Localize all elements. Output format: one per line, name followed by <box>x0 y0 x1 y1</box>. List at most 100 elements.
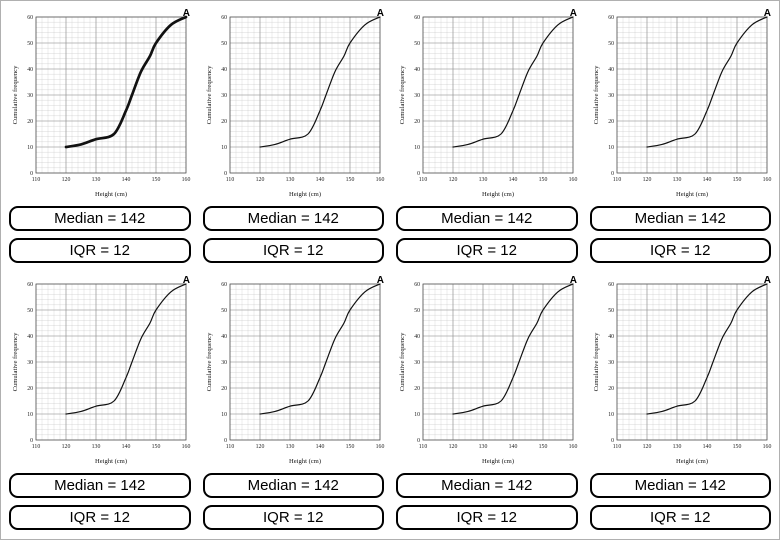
svg-text:140: 140 <box>702 177 711 183</box>
iqr-box: IQR = 12 <box>396 505 578 530</box>
svg-text:60: 60 <box>27 282 33 288</box>
svg-text:20: 20 <box>27 119 33 125</box>
iqr-label: IQR = 12 <box>69 509 130 526</box>
svg-text:10: 10 <box>27 145 33 151</box>
svg-text:60: 60 <box>27 15 33 21</box>
svg-text:0: 0 <box>611 438 614 444</box>
svg-text:40: 40 <box>221 334 227 340</box>
svg-text:50: 50 <box>608 41 614 47</box>
svg-text:120: 120 <box>255 177 264 183</box>
iqr-box: IQR = 12 <box>9 505 191 530</box>
svg-text:120: 120 <box>642 177 651 183</box>
svg-text:140: 140 <box>509 177 518 183</box>
svg-text:110: 110 <box>419 444 428 450</box>
svg-text:20: 20 <box>221 119 227 125</box>
median-box: Median = 142 <box>589 206 771 231</box>
svg-text:Height (cm): Height (cm) <box>482 458 514 465</box>
svg-text:50: 50 <box>27 41 33 47</box>
svg-text:0: 0 <box>611 171 614 177</box>
svg-text:10: 10 <box>414 145 420 151</box>
svg-text:10: 10 <box>27 412 33 418</box>
svg-text:40: 40 <box>221 67 227 73</box>
svg-text:20: 20 <box>221 386 227 392</box>
svg-text:0: 0 <box>224 171 227 177</box>
svg-text:130: 130 <box>92 444 101 450</box>
cumulative-frequency-chart: 110 120 130 140 150 160 0 10 20 30 40 50 60 Height (c… <box>399 8 577 198</box>
svg-text:150: 150 <box>345 177 354 183</box>
svg-text:40: 40 <box>414 334 420 340</box>
median-box: Median = 142 <box>202 473 384 498</box>
svg-text:30: 30 <box>27 360 33 366</box>
svg-text:Cumulative frequency: Cumulative frequency <box>12 65 19 124</box>
corner-label: A <box>570 8 577 19</box>
svg-text:0: 0 <box>224 438 227 444</box>
iqr-label: IQR = 12 <box>69 242 130 259</box>
chart-cell: 110 120 130 140 150 160 0 10 20 30 40 50 60 Height (c… <box>3 270 197 537</box>
svg-text:10: 10 <box>608 412 614 418</box>
svg-text:60: 60 <box>608 15 614 21</box>
svg-text:50: 50 <box>221 308 227 314</box>
iqr-box: IQR = 12 <box>202 505 384 530</box>
iqr-box: IQR = 12 <box>589 505 771 530</box>
cumulative-frequency-chart: 110 120 130 140 150 160 0 10 20 30 40 50 60 Height (c… <box>12 8 191 198</box>
svg-text:20: 20 <box>27 386 33 392</box>
cumulative-frequency-chart: 110 120 130 140 150 160 0 10 20 30 40 50 60 Height (c… <box>206 275 384 465</box>
chart-cell: 110 120 130 140 150 160 0 10 20 30 40 50 60 Height (c… <box>197 3 391 270</box>
svg-text:140: 140 <box>702 444 711 450</box>
svg-text:60: 60 <box>221 282 227 288</box>
svg-text:110: 110 <box>32 444 41 450</box>
svg-text:150: 150 <box>345 444 354 450</box>
svg-text:50: 50 <box>414 41 420 47</box>
svg-text:Height (cm): Height (cm) <box>95 191 127 198</box>
svg-text:60: 60 <box>608 282 614 288</box>
svg-text:40: 40 <box>27 334 33 340</box>
svg-text:160: 160 <box>375 177 384 183</box>
svg-text:Height (cm): Height (cm) <box>675 191 707 198</box>
svg-text:Height (cm): Height (cm) <box>288 191 320 198</box>
svg-text:160: 160 <box>762 177 771 183</box>
iqr-label: IQR = 12 <box>263 242 324 259</box>
chart-cell: 110 120 130 140 150 160 0 10 20 30 40 50 60 Height (c… <box>390 3 584 270</box>
svg-text:150: 150 <box>732 444 741 450</box>
svg-text:0: 0 <box>30 438 33 444</box>
cumulative-frequency-chart: 110 120 130 140 150 160 0 10 20 30 40 50 60 Height (c… <box>206 8 384 198</box>
svg-text:150: 150 <box>152 177 161 183</box>
median-label: Median = 142 <box>247 210 339 227</box>
median-box: Median = 142 <box>589 473 771 498</box>
svg-text:130: 130 <box>92 177 101 183</box>
svg-text:110: 110 <box>225 444 234 450</box>
iqr-box: IQR = 12 <box>202 238 384 263</box>
svg-text:Height (cm): Height (cm) <box>95 458 127 465</box>
svg-text:120: 120 <box>62 444 71 450</box>
svg-text:150: 150 <box>539 444 548 450</box>
svg-text:Cumulative frequency: Cumulative frequency <box>399 332 406 391</box>
svg-text:30: 30 <box>608 360 614 366</box>
svg-text:120: 120 <box>449 177 458 183</box>
median-box: Median = 142 <box>396 473 578 498</box>
svg-text:140: 140 <box>122 444 131 450</box>
iqr-label: IQR = 12 <box>456 509 517 526</box>
corner-label: A <box>376 275 383 286</box>
chart-cell: 110 120 130 140 150 160 0 10 20 30 40 50 60 Height (c… <box>197 270 391 537</box>
svg-text:Cumulative frequency: Cumulative frequency <box>206 332 213 391</box>
svg-text:50: 50 <box>27 308 33 314</box>
svg-text:60: 60 <box>414 282 420 288</box>
svg-text:Cumulative frequency: Cumulative frequency <box>593 332 600 391</box>
iqr-label: IQR = 12 <box>650 242 711 259</box>
cumulative-frequency-chart: 110 120 130 140 150 160 0 10 20 30 40 50 60 Height (c… <box>399 275 578 465</box>
svg-text:160: 160 <box>182 177 191 183</box>
svg-text:160: 160 <box>569 444 578 450</box>
svg-text:0: 0 <box>417 438 420 444</box>
iqr-box: IQR = 12 <box>396 238 578 263</box>
svg-text:140: 140 <box>122 177 131 183</box>
svg-text:120: 120 <box>62 177 71 183</box>
svg-text:160: 160 <box>182 444 191 450</box>
median-box: Median = 142 <box>202 206 384 231</box>
chart-cell: 110 120 130 140 150 160 0 10 20 30 40 50 60 Height (c… <box>584 3 778 270</box>
cumulative-frequency-chart: 110 120 130 140 150 160 0 10 20 30 40 50 60 Height (c… <box>12 275 191 465</box>
median-label: Median = 142 <box>634 210 726 227</box>
svg-text:30: 30 <box>414 360 420 366</box>
svg-text:150: 150 <box>152 444 161 450</box>
svg-text:40: 40 <box>27 67 33 73</box>
svg-text:10: 10 <box>414 412 420 418</box>
